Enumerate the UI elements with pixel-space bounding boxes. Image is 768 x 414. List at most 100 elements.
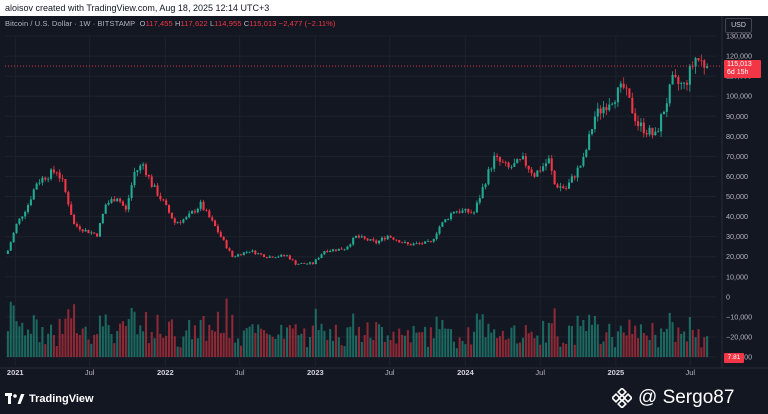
- volume-bar: [510, 327, 513, 357]
- candle-body: [21, 216, 24, 219]
- volume-bar: [329, 329, 332, 357]
- volume-bar: [294, 324, 297, 357]
- volume-bar: [29, 333, 32, 357]
- volume-bar: [539, 344, 542, 357]
- volume-bar: [110, 334, 113, 357]
- candle-body: [202, 201, 205, 211]
- candle-body: [605, 107, 608, 111]
- volume-bar: [380, 326, 383, 357]
- candle-body: [383, 237, 386, 240]
- candle-body: [314, 259, 317, 264]
- y-tick-label: −20,000: [726, 332, 752, 341]
- candle-body: [634, 113, 637, 122]
- candle-body: [6, 250, 9, 254]
- candle-body: [616, 87, 619, 103]
- candle-body: [657, 131, 660, 133]
- volume-bar: [449, 329, 453, 357]
- candle-body: [262, 254, 266, 258]
- volume-bar: [262, 330, 266, 357]
- volume-bar: [308, 337, 312, 357]
- candle-body: [260, 253, 263, 255]
- volume-bar: [196, 338, 199, 357]
- volume-bar: [533, 338, 536, 357]
- volume-bar: [9, 301, 12, 357]
- volume-bar: [257, 324, 260, 357]
- volume-bar: [35, 319, 38, 357]
- candle-body: [159, 195, 162, 200]
- volume-bar: [260, 328, 263, 357]
- volume-bar: [619, 325, 622, 357]
- last-price-label: 115,013 6d 15h: [724, 60, 761, 78]
- candle-body: [573, 176, 576, 178]
- volume-bar: [461, 340, 464, 357]
- candle-body: [490, 168, 493, 170]
- volume-bar: [211, 330, 214, 357]
- volume-bar: [245, 328, 248, 357]
- candle-body: [516, 159, 519, 164]
- candle-body: [222, 236, 225, 241]
- volume-bar: [50, 324, 53, 357]
- y-tick-label: 0: [726, 292, 730, 301]
- volume-bar: [588, 314, 591, 357]
- candle-body: [645, 133, 648, 135]
- candle-body: [467, 208, 470, 213]
- candle-body: [481, 187, 484, 199]
- candle-body: [671, 74, 674, 85]
- volume-bar: [498, 336, 501, 357]
- volume-bar: [311, 325, 314, 357]
- volume-bar: [214, 331, 217, 357]
- volume-bar: [208, 324, 211, 357]
- volume-bar: [398, 328, 401, 357]
- volume-bar: [688, 317, 691, 357]
- volume-bar: [357, 326, 360, 357]
- author-watermark: @ Sergo87: [612, 384, 734, 412]
- volume-bar: [231, 314, 234, 357]
- candle-body: [360, 236, 363, 238]
- volume-bar: [32, 315, 35, 357]
- candle-body: [234, 256, 237, 258]
- candle-body: [90, 232, 93, 234]
- currency-button[interactable]: USD: [725, 18, 752, 33]
- volume-bar: [167, 321, 171, 357]
- candle-body: [340, 248, 343, 250]
- candle-body: [124, 205, 127, 210]
- candle-body: [119, 198, 122, 202]
- candle-body: [539, 170, 542, 172]
- volume-bar: [113, 343, 116, 357]
- y-tick-label: 40,000: [726, 212, 748, 221]
- volume-bar: [139, 325, 142, 357]
- volume-bar: [234, 342, 237, 357]
- candle-body: [87, 229, 90, 234]
- y-tick-label: 20,000: [726, 252, 748, 261]
- volume-bar: [58, 318, 61, 357]
- volume-bar: [24, 335, 27, 357]
- candle-body: [346, 246, 349, 250]
- volume-bar: [429, 327, 432, 357]
- tradingview-logo-text: TradingView: [29, 393, 94, 405]
- volume-bar: [127, 319, 130, 357]
- volume-bar: [179, 347, 182, 357]
- volume-bar: [559, 346, 562, 357]
- volume-bar: [277, 334, 280, 357]
- candle-body: [116, 198, 119, 202]
- candle-body: [432, 238, 435, 242]
- y-tick-label: 90,000: [726, 112, 748, 121]
- price-chart[interactable]: 130,000120,000110,000100,00090,00080,000…: [0, 16, 768, 385]
- volume-bar: [297, 335, 300, 357]
- volume-bar: [176, 346, 179, 357]
- candle-body: [329, 250, 332, 252]
- tradingview-logo[interactable]: TradingView: [5, 391, 94, 407]
- chart-area[interactable]: 130,000120,000110,000100,00090,00080,000…: [0, 16, 768, 385]
- y-tick-label: 130,000: [726, 32, 752, 41]
- volume-bar: [116, 330, 119, 357]
- candle-body: [544, 163, 548, 167]
- candle-body: [216, 226, 219, 233]
- candle-body: [153, 185, 156, 187]
- candle-body: [409, 244, 412, 246]
- candle-body: [533, 173, 536, 177]
- volume-bar: [418, 332, 421, 357]
- candle-body: [179, 222, 182, 223]
- volume-bar: [96, 334, 99, 357]
- candle-body: [18, 218, 21, 224]
- candle-body: [150, 176, 153, 187]
